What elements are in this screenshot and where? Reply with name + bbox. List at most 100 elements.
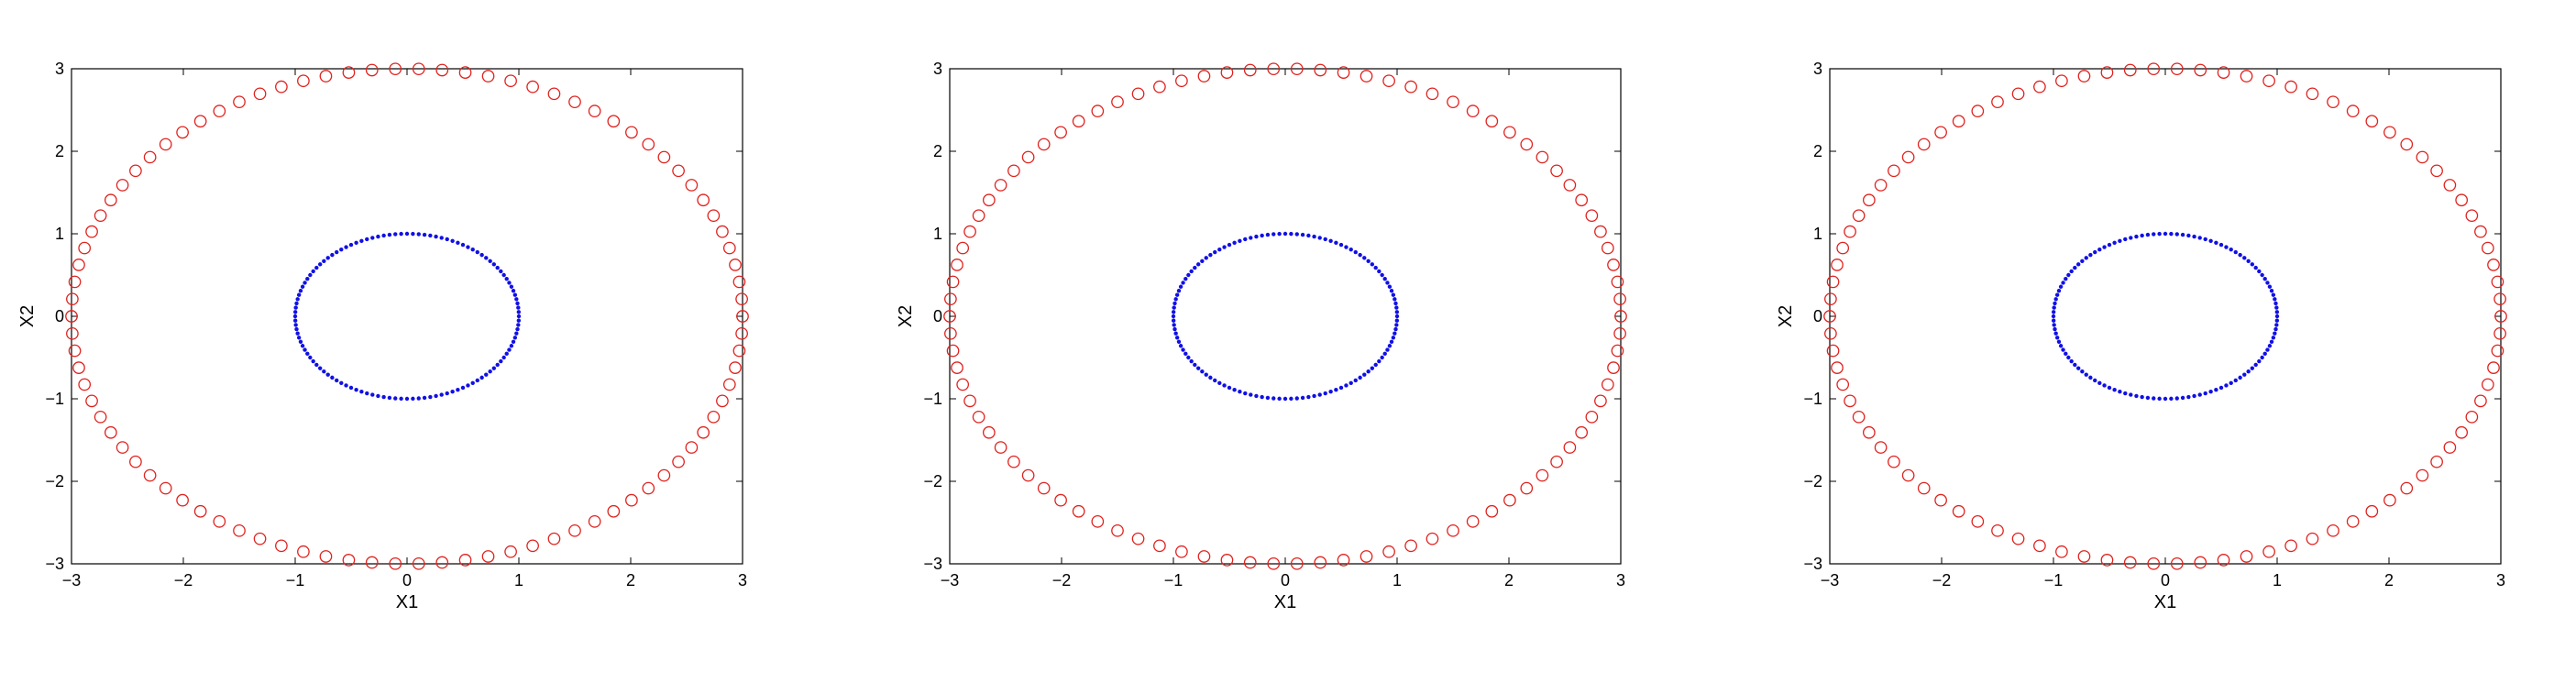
outer-ring-point — [2493, 326, 2506, 340]
inner-ring-point — [1282, 231, 1288, 237]
outer-ring-point — [1934, 493, 1947, 507]
outer-ring-point — [2033, 539, 2046, 553]
outer-ring-point — [2365, 504, 2379, 518]
outer-ring-point — [412, 62, 425, 76]
inner-ring-point — [314, 362, 319, 368]
outer-ring-point — [1585, 209, 1599, 223]
outer-ring-point — [435, 556, 449, 569]
inner-ring-point — [1358, 252, 1362, 258]
outer-ring-point — [365, 63, 379, 77]
outer-ring-point — [1520, 481, 1534, 495]
outer-ring-point — [1054, 126, 1067, 139]
outer-ring-point — [1888, 455, 1900, 468]
inner-ring-point — [2134, 234, 2139, 239]
outer-ring-point — [1585, 410, 1599, 424]
inner-ring-point — [1208, 375, 1213, 380]
inner-ring-point — [2269, 339, 2274, 345]
outer-ring-point — [72, 361, 85, 374]
outer-ring-point — [85, 225, 98, 238]
outer-ring-point — [2217, 554, 2230, 567]
x-tick-label: −2 — [1932, 571, 1952, 589]
outer-ring-point — [1007, 455, 1020, 468]
inner-ring-point — [1334, 387, 1338, 392]
inner-ring-point — [399, 231, 403, 237]
x-tick-label: 1 — [514, 571, 523, 589]
outer-ring-point — [2443, 441, 2457, 454]
inner-ring-point — [399, 396, 403, 402]
outer-ring-point — [253, 87, 267, 101]
inner-ring-point — [1200, 259, 1205, 263]
inner-ring-point — [292, 314, 298, 319]
outer-ring-point — [697, 193, 710, 207]
outer-ring-point — [2217, 66, 2230, 79]
outer-ring-point — [685, 441, 699, 454]
inner-ring-series — [1171, 231, 1400, 402]
outer-ring-point — [1952, 115, 1965, 128]
outer-ring-point — [176, 493, 189, 507]
inner-ring-point — [2274, 314, 2280, 319]
x-tick-label: 1 — [1393, 571, 1402, 589]
inner-ring-point — [1358, 375, 1362, 380]
outer-ring-point — [2011, 87, 2025, 101]
inner-ring-point — [1306, 233, 1311, 238]
inner-ring-point — [466, 245, 470, 249]
inner-ring-point — [2061, 281, 2065, 285]
outer-ring-point — [2033, 80, 2046, 94]
outer-ring-point — [233, 523, 246, 537]
inner-ring-point — [1394, 323, 1399, 327]
outer-ring-point — [2455, 425, 2469, 439]
inner-ring-point — [294, 326, 299, 332]
x-tick-label: −3 — [941, 571, 960, 589]
chart-panel-3: −3 −2 −1 0 1 2 3 −3 −2 −1 0 1 2 3 X1 X2 — [1776, 60, 2507, 612]
inner-ring-point — [1362, 372, 1367, 377]
y-tick-label: 3 — [933, 60, 942, 78]
x-tick-label: 0 — [402, 571, 412, 589]
outer-ring-point — [1131, 87, 1145, 101]
outer-ring-point — [68, 275, 82, 289]
y-tick-label: 3 — [1813, 60, 1822, 78]
outer-ring-point — [2465, 410, 2479, 424]
outer-ring-point — [2400, 481, 2414, 495]
x-tick-label: 1 — [2273, 571, 2282, 589]
outer-ring-point — [1823, 310, 1836, 323]
inner-ring-point — [499, 358, 503, 364]
inner-ring-point — [1385, 281, 1390, 285]
inner-ring-point — [2140, 233, 2144, 238]
outer-ring-point — [1831, 259, 1844, 271]
inner-ring-point — [1362, 256, 1367, 260]
inner-ring-point — [1186, 272, 1191, 278]
inner-ring-point — [1172, 305, 1176, 310]
inner-ring-point — [1394, 310, 1400, 314]
inner-ring-point — [2203, 237, 2207, 242]
inner-ring-point — [2112, 240, 2117, 246]
inner-ring-point — [1171, 310, 1176, 314]
inner-ring-point — [1195, 262, 1201, 267]
inner-ring-point — [370, 236, 375, 240]
outer-ring-point — [275, 539, 288, 553]
outer-ring-point — [982, 425, 996, 439]
inner-ring-point — [2075, 366, 2081, 370]
outer-ring-point — [1382, 545, 1395, 558]
outer-ring-point — [1197, 550, 1211, 563]
inner-ring-point — [1171, 318, 1176, 323]
inner-ring-point — [470, 380, 475, 386]
outer-ring-point — [607, 115, 621, 128]
inner-ring-point — [1334, 240, 1338, 246]
inner-ring-point — [2274, 318, 2280, 323]
inner-ring-point — [2274, 310, 2280, 314]
inner-ring-point — [1238, 238, 1242, 243]
inner-ring-point — [466, 383, 470, 388]
outer-ring-point — [319, 550, 333, 563]
outer-ring-point — [1824, 292, 1837, 306]
inner-ring-point — [1183, 276, 1188, 281]
outer-ring-point — [1426, 532, 1439, 545]
outer-ring-point — [697, 425, 710, 439]
outer-ring-point — [2327, 95, 2339, 109]
outer-ring-point — [951, 361, 963, 374]
inner-ring-point — [296, 336, 302, 340]
outer-ring-point — [1426, 87, 1439, 101]
inner-ring-point — [434, 393, 438, 399]
outer-ring-point — [2416, 468, 2429, 482]
outer-ring-point — [2147, 62, 2161, 76]
inner-ring-point — [387, 395, 392, 401]
